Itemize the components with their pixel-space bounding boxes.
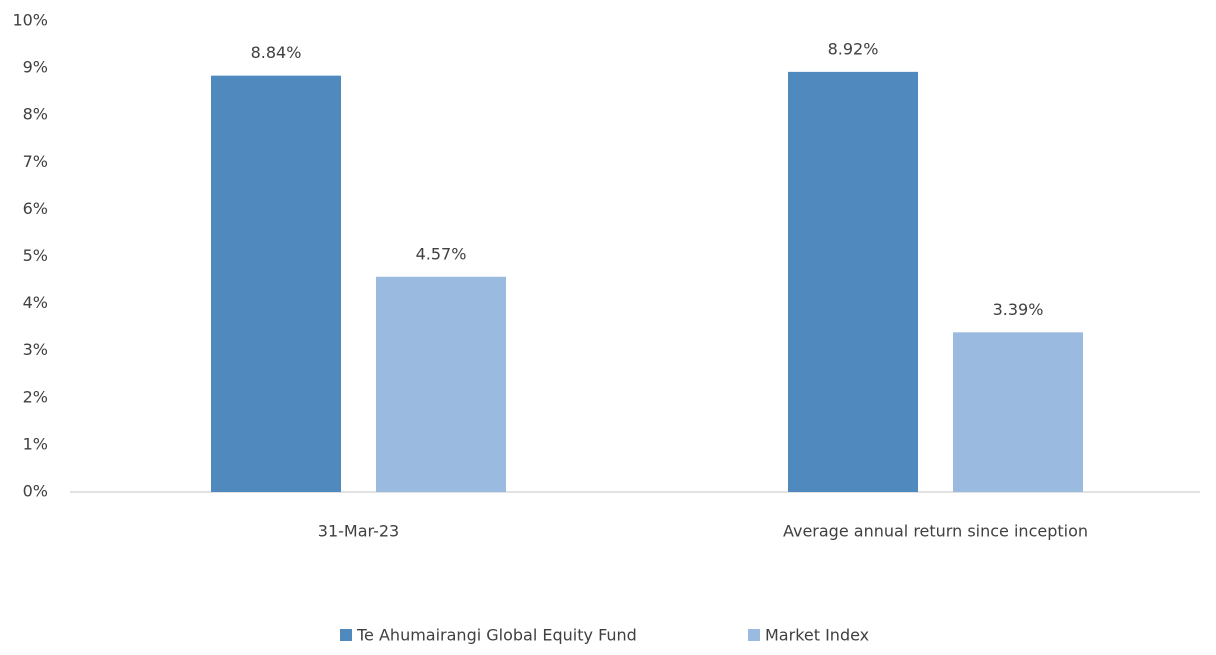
y-tick-label: 3% — [23, 340, 48, 359]
y-tick-label: 2% — [23, 387, 48, 406]
data-label: 8.84% — [251, 43, 302, 62]
x-tick-label: Average annual return since inception — [783, 522, 1088, 541]
legend-label: Market Index — [765, 626, 869, 645]
y-tick-label: 6% — [23, 199, 48, 218]
legend-label: Te Ahumairangi Global Equity Fund — [356, 626, 637, 645]
data-label: 3.39% — [993, 300, 1044, 319]
x-tick-label: 31-Mar-23 — [318, 522, 399, 541]
y-tick-label: 1% — [23, 434, 48, 453]
bar — [211, 75, 341, 493]
bar — [953, 332, 1083, 492]
legend-swatch — [748, 629, 760, 641]
y-tick-label: 9% — [23, 58, 48, 77]
legend-swatch — [340, 629, 352, 641]
y-tick-label: 5% — [23, 246, 48, 265]
bar — [788, 71, 918, 493]
bar — [376, 276, 506, 492]
data-label: 4.57% — [416, 244, 467, 263]
y-tick-label: 8% — [23, 105, 48, 124]
data-label: 8.92% — [828, 39, 879, 58]
y-tick-label: 7% — [23, 152, 48, 171]
y-tick-label: 4% — [23, 293, 48, 312]
y-tick-label: 10% — [12, 11, 48, 30]
y-tick-label: 0% — [23, 482, 48, 501]
